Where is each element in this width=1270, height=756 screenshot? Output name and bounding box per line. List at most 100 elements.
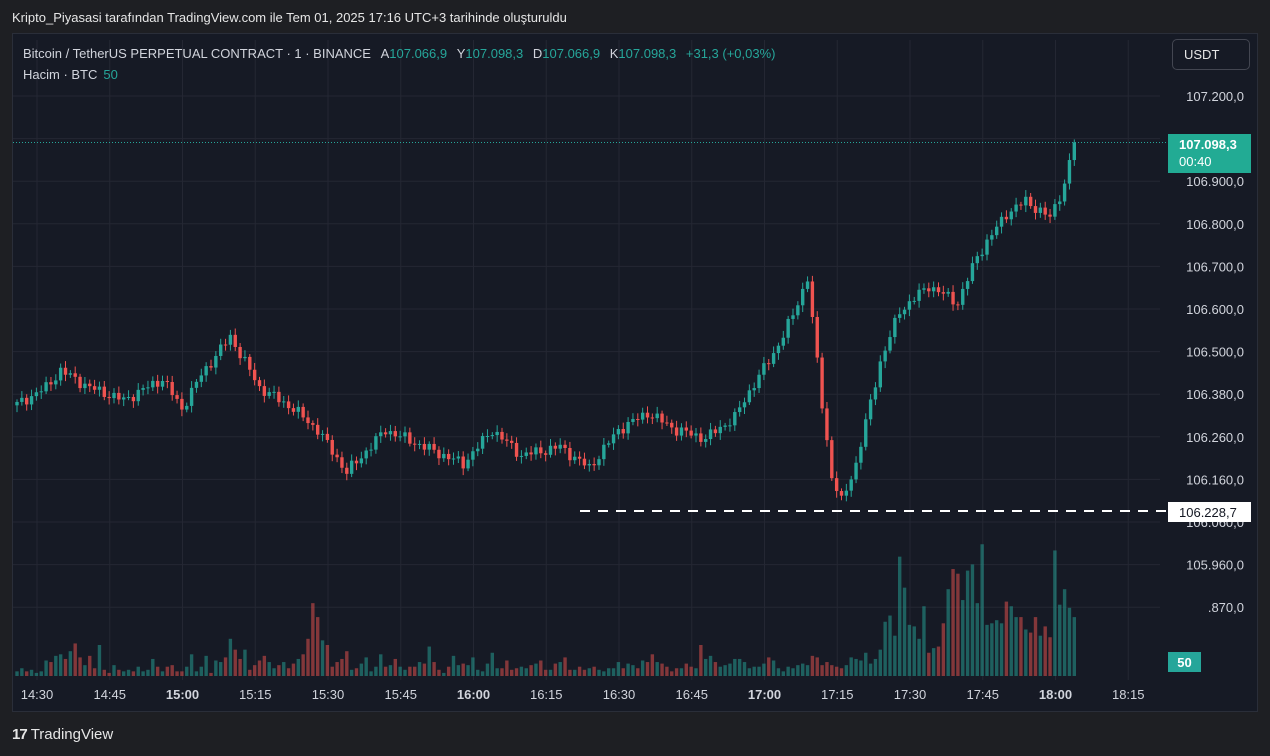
candle-body [209, 366, 213, 368]
volume-bar [1058, 604, 1062, 676]
candle-body [107, 396, 111, 399]
volume-bar [437, 669, 441, 676]
volume-bar [810, 655, 815, 676]
tradingview-logo[interactable]: 17 TradingView [12, 726, 113, 743]
candle-body [558, 444, 562, 449]
candle-body [631, 418, 635, 422]
candle-body [257, 380, 262, 387]
chart-pane[interactable] [12, 33, 1258, 712]
candle-body [665, 422, 669, 424]
candle-body [771, 353, 776, 364]
volume-bar [839, 668, 844, 676]
candle-body [306, 417, 310, 424]
candle-body [277, 391, 281, 403]
volume-bar [689, 666, 693, 676]
volume-bar [786, 666, 790, 676]
candle-body [461, 456, 465, 469]
symbol-title[interactable]: Bitcoin / TetherUS PERPETUAL CONTRACT · … [23, 46, 371, 61]
candle-body [330, 439, 334, 455]
candle-body [252, 369, 257, 381]
volume-bar [805, 665, 810, 676]
candle-body [602, 444, 606, 460]
candle-body [568, 448, 572, 461]
candle-body [286, 401, 291, 409]
volume-bar [737, 658, 742, 676]
volume-legend[interactable]: Hacim · BTC 50 [23, 67, 118, 82]
time-tick-label: 17:00 [748, 687, 781, 702]
volume-bar [155, 666, 160, 676]
candle-body [597, 459, 601, 466]
volume-bar [558, 662, 562, 676]
candle-body [262, 386, 267, 396]
symbol-legend: Bitcoin / TetherUS PERPETUAL CONTRACT · … [23, 46, 776, 61]
volume-bar [379, 654, 383, 676]
candle-body [805, 281, 810, 289]
volume-bar [267, 662, 271, 676]
volume-bar [480, 671, 485, 676]
candle-body [927, 288, 931, 292]
candle-body [248, 356, 252, 370]
volume-bar [25, 671, 29, 676]
volume-bar [199, 666, 203, 676]
volume-bar [311, 603, 315, 676]
currency-button[interactable]: USDT [1172, 39, 1250, 70]
candle-body [645, 412, 650, 418]
volume-bar [107, 672, 111, 676]
volume-bar [762, 663, 766, 676]
candle-body [1014, 204, 1018, 212]
candle-body [170, 382, 174, 396]
candle-body [815, 317, 819, 358]
volume-bar [1033, 617, 1038, 676]
volume-bar [388, 665, 393, 676]
candle-body [194, 381, 199, 388]
volume-bar [985, 624, 989, 676]
volume-bar [1062, 589, 1067, 676]
candle-body [670, 422, 674, 428]
volume-bar [219, 662, 223, 676]
volume-bar [446, 666, 451, 676]
candle-body [694, 433, 698, 436]
volume-bar [616, 662, 621, 676]
volume-bar [568, 669, 572, 676]
candle-body [592, 464, 596, 466]
volume-bar [563, 657, 567, 676]
volume-bar [776, 668, 781, 676]
price-tick-label: 106.600,0 [1186, 302, 1244, 317]
candle-body [679, 427, 684, 436]
candle-body [810, 281, 815, 318]
volume-bar [645, 662, 650, 676]
volume-bar [844, 665, 849, 676]
tradingview-brand-name: TradingView [30, 726, 114, 743]
candle-body [757, 374, 761, 389]
volume-bar [354, 668, 359, 676]
volume-bar [519, 666, 524, 676]
candle-body [141, 388, 145, 390]
price-tick-label: 106.160,0 [1186, 472, 1244, 487]
volume-bar [432, 662, 436, 676]
level-price-label: 106.228,7 [1168, 502, 1251, 522]
volume-bar [160, 671, 165, 676]
volume-bar [1043, 626, 1047, 676]
low-label: D [532, 46, 543, 61]
volume-bar [422, 663, 427, 676]
volume-bar [781, 671, 785, 676]
grid-lines [13, 40, 1160, 680]
candle-body [505, 439, 509, 441]
volume-bar [539, 660, 543, 676]
candle-body [325, 433, 330, 440]
candle-body [88, 383, 92, 387]
candle-body [912, 300, 916, 302]
volume-bar [214, 660, 218, 676]
volume-bar [340, 658, 344, 676]
candle-body [267, 392, 271, 396]
low-value: 107.066,9 [542, 46, 601, 61]
candle-body [1038, 207, 1043, 213]
volume-bar [1038, 635, 1043, 676]
volume-bar [718, 666, 722, 676]
volume-bar [723, 665, 727, 676]
volume-bar [97, 645, 102, 676]
candle-body [485, 436, 490, 438]
volume-bar [461, 663, 465, 676]
volume-bar [320, 640, 325, 676]
